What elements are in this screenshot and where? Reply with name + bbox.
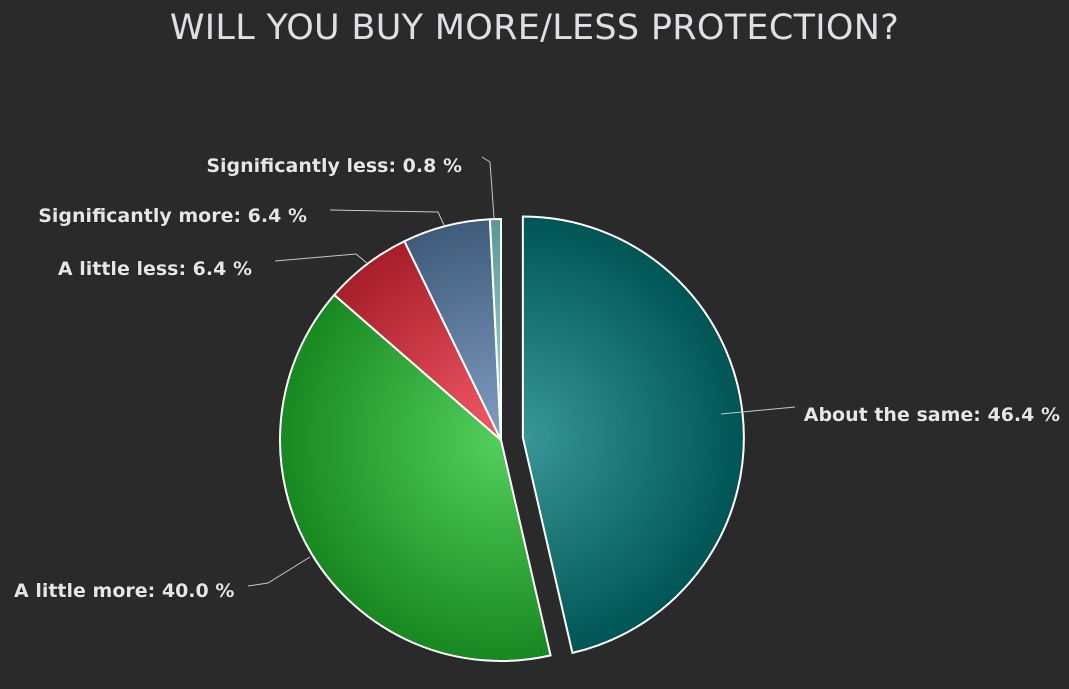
chart-title: WILL YOU BUY MORE/LESS PROTECTION? xyxy=(169,8,900,48)
data-label: About the same: 46.4 % xyxy=(804,404,1060,426)
data-label: Significantly more: 6.4 % xyxy=(38,205,307,227)
pie-slice-significantly-less[interactable] xyxy=(488,217,502,441)
pie-slice-about-the-same[interactable] xyxy=(521,215,745,655)
data-label: Significantly less: 0.8 % xyxy=(206,155,462,177)
data-label: A little less: 6.4 % xyxy=(58,258,252,280)
connector-line xyxy=(329,209,445,226)
connector-line xyxy=(247,556,311,587)
pie-slice-a-little-more[interactable] xyxy=(279,293,552,662)
connector-line xyxy=(274,253,368,264)
connector-line xyxy=(481,156,495,219)
data-label: A little more: 40.0 % xyxy=(14,580,234,602)
connector-line xyxy=(720,406,796,415)
